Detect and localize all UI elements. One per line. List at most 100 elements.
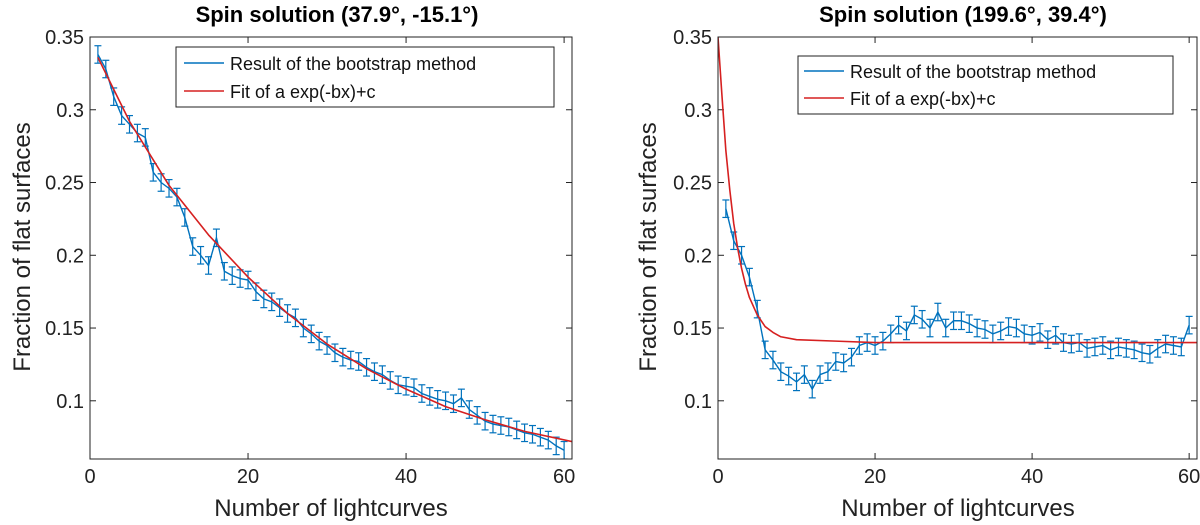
error-bar-left xyxy=(260,289,268,309)
y-tick-label-right: 0.1 xyxy=(684,391,712,413)
error-bar-right xyxy=(824,362,832,382)
y-tick-label-right: 0.2 xyxy=(684,245,712,267)
error-bar-right xyxy=(871,336,879,355)
plot-frame-left xyxy=(89,36,573,460)
error-bar-right xyxy=(1169,336,1177,355)
x-tick-label-right: 60 xyxy=(1178,466,1200,488)
error-bar-right xyxy=(1052,325,1060,345)
bootstrap-line-left xyxy=(97,54,565,451)
error-bar-left xyxy=(220,261,228,281)
series-bootstrap-right xyxy=(722,199,1193,399)
error-bar-right xyxy=(957,311,965,331)
error-bar-left xyxy=(457,388,465,408)
y-tick-label-right: 0.35 xyxy=(673,27,712,49)
y-tick-label-left: 0.3 xyxy=(56,100,84,122)
error-bar-left xyxy=(536,427,544,447)
y-axis-label-left: Fraction of flat surfaces xyxy=(9,122,36,371)
error-bar-left xyxy=(426,387,434,406)
error-bar-right xyxy=(1005,317,1013,336)
legend-label-fit-right: Fit of a exp(-bx)+c xyxy=(850,89,996,109)
error-bar-left xyxy=(339,347,347,367)
error-bar-right xyxy=(950,311,958,331)
error-bar-right xyxy=(895,315,903,335)
error-bar-right xyxy=(777,362,785,382)
error-bar-left xyxy=(473,406,481,425)
error-bar-right xyxy=(1028,325,1036,345)
error-bar-left xyxy=(205,256,213,275)
error-bar-left xyxy=(197,245,205,265)
chart-title-right: Spin solution (199.6°, 39.4°) xyxy=(819,2,1107,27)
error-bar-left xyxy=(307,324,315,344)
error-bar-left xyxy=(252,282,260,301)
x-tick-label-right: 20 xyxy=(864,466,886,488)
error-bar-left xyxy=(410,378,418,398)
error-bar-right xyxy=(918,309,926,329)
error-bar-right xyxy=(1012,318,1020,338)
error-bar-right xyxy=(769,350,777,370)
fit-curve-right xyxy=(718,37,1197,344)
error-bar-right xyxy=(855,336,863,355)
error-bar-right xyxy=(785,366,793,386)
error-bar-right xyxy=(1091,337,1099,357)
error-bar-left xyxy=(165,179,173,198)
series-left xyxy=(94,45,572,459)
error-bar-right xyxy=(910,305,918,325)
error-bar-left xyxy=(521,423,529,443)
error-bar-right xyxy=(887,324,895,344)
error-bar-right xyxy=(745,267,753,287)
error-bar-right xyxy=(793,372,801,392)
error-bar-left xyxy=(528,424,536,444)
error-bar-left xyxy=(299,318,307,338)
series-bootstrap-left xyxy=(94,45,568,459)
error-bar-right xyxy=(1138,343,1146,363)
error-bar-right xyxy=(997,321,1005,341)
x-tick-label-left: 0 xyxy=(84,466,95,488)
plot-frame-right xyxy=(717,36,1198,460)
error-bar-right xyxy=(926,318,934,338)
chart-title-left: Spin solution (37.9°, -15.1°) xyxy=(196,2,479,27)
error-bar-left xyxy=(173,187,181,207)
error-bar-right xyxy=(722,199,730,219)
y-axis-label-right: Fraction of flat surfaces xyxy=(635,122,662,371)
x-tick-label-left: 40 xyxy=(395,466,417,488)
x-tick-label-left: 60 xyxy=(553,466,575,488)
error-bar-right xyxy=(1162,334,1170,354)
legend-left: Result of the bootstrap method Fit of a … xyxy=(175,46,555,108)
error-bar-left xyxy=(268,292,276,312)
y-tick-label-left: 0.15 xyxy=(45,318,84,340)
error-bar-left xyxy=(418,384,426,403)
error-bar-left xyxy=(331,343,339,363)
error-bar-left xyxy=(465,400,473,419)
fit-curve-left xyxy=(97,57,572,443)
x-axis-label-left: Number of lightcurves xyxy=(214,495,447,522)
error-bar-left xyxy=(228,266,236,285)
error-bar-right xyxy=(1036,323,1044,342)
series-fit-left xyxy=(97,57,572,443)
chart-panel-right: Spin solution (199.6°, 39.4°) Number of … xyxy=(635,2,1200,522)
error-bar-left xyxy=(434,390,442,409)
error-bar-right xyxy=(808,379,816,399)
error-bar-right xyxy=(1177,337,1185,357)
error-bar-right xyxy=(1044,330,1052,350)
series-fit-right xyxy=(718,37,1197,344)
error-bar-right xyxy=(1130,340,1138,360)
x-tick-label-left: 20 xyxy=(237,466,259,488)
error-bar-left xyxy=(189,237,197,256)
tick-labels-right: 0.1 0.15 0.2 0.25 0.3 0.35 0 20 40 60 xyxy=(673,27,1200,488)
error-bar-right xyxy=(738,245,746,265)
error-bar-right xyxy=(973,318,981,338)
y-tick-label-left: 0.1 xyxy=(56,391,84,413)
error-bar-right xyxy=(965,314,973,333)
y-tick-label-left: 0.35 xyxy=(45,27,84,49)
error-bar-left xyxy=(244,270,252,290)
error-bar-right xyxy=(989,324,997,344)
error-bar-left xyxy=(552,436,560,456)
error-bar-right xyxy=(1099,336,1107,355)
legend-label-fit-left: Fit of a exp(-bx)+c xyxy=(230,82,376,102)
error-bar-right xyxy=(1067,334,1075,354)
error-bar-left xyxy=(363,357,371,377)
legend-label-bootstrap-right: Result of the bootstrap method xyxy=(850,62,1096,82)
error-bar-left xyxy=(560,440,568,459)
error-bar-left xyxy=(347,350,355,370)
